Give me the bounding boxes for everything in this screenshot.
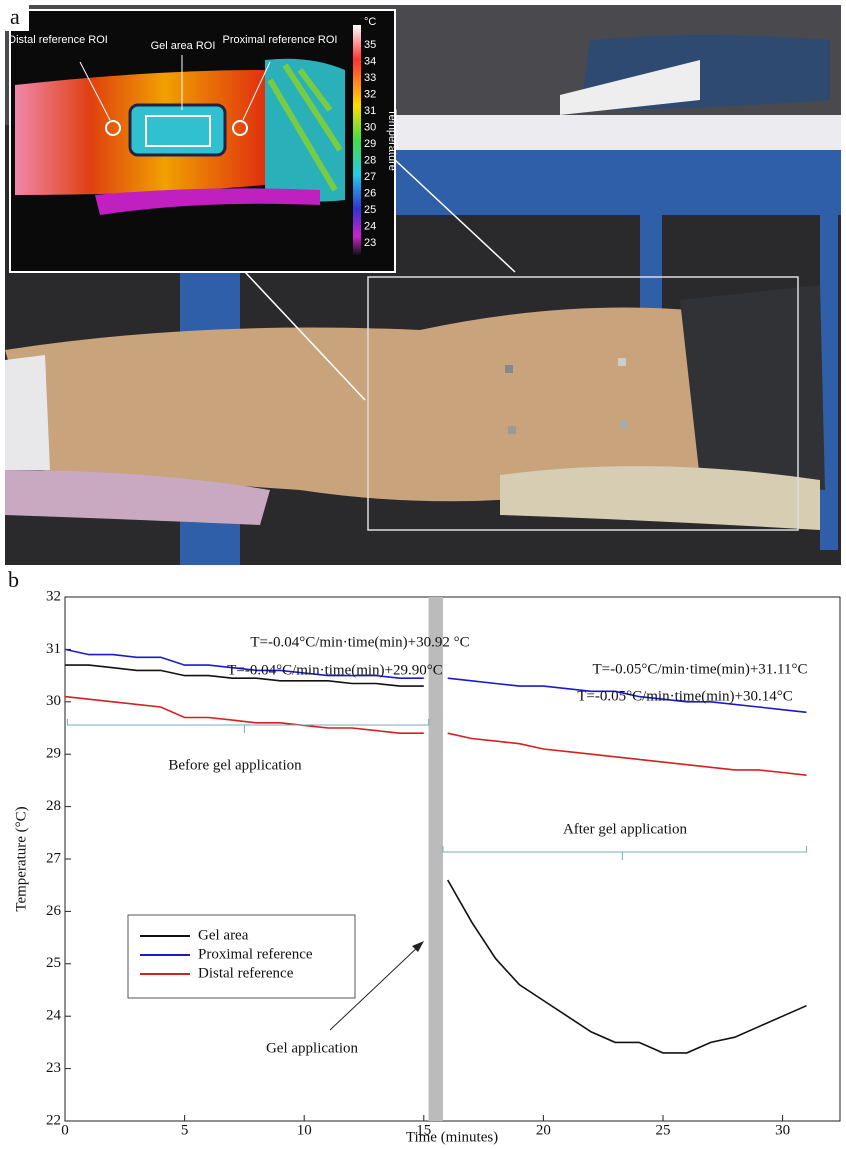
- colorbar-tick-label: 28: [364, 154, 376, 166]
- colorbar-tick-label: 29: [364, 138, 376, 150]
- y-tick-label: 31: [46, 641, 61, 657]
- colorbar-tick-label: 32: [364, 88, 376, 100]
- annotation: T=-0.05°C/min·time(min)+30.14°C: [577, 688, 793, 704]
- colorbar-tick-label: 23: [364, 237, 376, 249]
- x-tick-label: 20: [536, 1122, 551, 1138]
- photo: [5, 5, 841, 565]
- colorbar-tick-label: 33: [364, 72, 376, 84]
- y-tick-label: 23: [46, 1060, 61, 1076]
- page: a Distal reference ROI Gel area ROI Prox…: [0, 0, 846, 1149]
- annotation: Before gel application: [168, 757, 302, 773]
- y-tick-label: 22: [46, 1112, 61, 1128]
- annotation: After gel application: [563, 821, 688, 837]
- y-tick-label: 25: [46, 955, 61, 971]
- legend-label: Proximal reference: [198, 946, 313, 962]
- colorbar-unit: °C: [364, 16, 376, 28]
- y-tick-label: 24: [46, 1008, 62, 1024]
- colorbar-tick-label: 34: [364, 55, 376, 67]
- y-axis-title: Temperature (°C): [13, 806, 29, 911]
- colorbar-title: Temperature: [386, 109, 398, 171]
- y-tick-label: 26: [46, 903, 62, 919]
- y-tick-label: 32: [46, 588, 61, 604]
- colorbar-tick-label: 30: [364, 121, 376, 133]
- colorbar-tick-label: 31: [364, 105, 376, 117]
- colorbar-tick-label: 25: [364, 204, 376, 216]
- roi-label: Proximal reference ROI: [223, 34, 338, 46]
- annotation: Gel application: [266, 1040, 359, 1056]
- y-tick-label: 27: [46, 850, 62, 866]
- figure: a Distal reference ROI Gel area ROI Prox…: [0, 0, 846, 1149]
- y-tick-label: 29: [46, 746, 61, 762]
- x-tick-label: 10: [297, 1122, 312, 1138]
- panel-label: a: [10, 4, 20, 29]
- legend-label: Gel area: [198, 927, 249, 943]
- annotation: T=-0.04°C/min·time(min)+30.92 °C: [250, 634, 469, 650]
- annotation: T=-0.04°C/min·time(min)+29.90°C: [227, 662, 443, 678]
- colorbar-tick-label: 27: [364, 171, 376, 183]
- panel-label: b: [8, 567, 19, 592]
- x-tick-label: 0: [61, 1122, 69, 1138]
- x-tick-label: 30: [775, 1122, 790, 1138]
- bracket: [443, 846, 807, 860]
- colorbar-tick-label: 24: [364, 220, 376, 232]
- legend-label: Distal reference: [198, 965, 294, 981]
- y-tick-label: 28: [46, 798, 61, 814]
- annotation: T=-0.05°C/min·time(min)+31.11°C: [592, 661, 807, 677]
- roi-label: Gel area ROI: [151, 40, 216, 52]
- colorbar-tick-label: 35: [364, 39, 376, 51]
- x-tick-label: 25: [655, 1122, 670, 1138]
- x-tick-label: 5: [181, 1122, 189, 1138]
- y-tick-label: 30: [46, 693, 61, 709]
- x-tick-label: 15: [416, 1122, 431, 1138]
- colorbar-tick-label: 26: [364, 187, 376, 199]
- roi-label: Distal reference ROI: [8, 34, 108, 46]
